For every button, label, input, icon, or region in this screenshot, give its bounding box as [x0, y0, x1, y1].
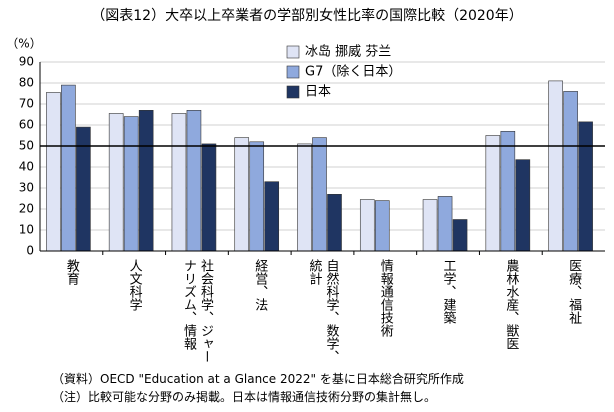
y-unit: （%） [6, 37, 41, 51]
y-tick-label: 50 [19, 139, 34, 153]
bar [234, 137, 250, 252]
bar [485, 135, 501, 252]
bar [359, 199, 375, 252]
bar [578, 121, 593, 252]
bar [297, 143, 312, 252]
x-tick-label: 自然科学、数学、統計 [306, 259, 339, 363]
bar [452, 219, 468, 252]
y-tick-label: 40 [19, 160, 34, 174]
x-tick-label: 情報通信技術 [377, 259, 393, 337]
note: （注）比較可能な分野のみ掲載。日本は情報通信技術分野の集計無し。 [52, 390, 437, 404]
bar [374, 200, 390, 252]
y-tick-label: 0 [26, 244, 34, 258]
bar [46, 92, 61, 252]
bar [186, 110, 202, 252]
bar [422, 199, 438, 252]
y-tick-label: 60 [19, 118, 34, 132]
bar [548, 80, 563, 252]
legend-swatch [286, 85, 300, 99]
legend-swatch [286, 45, 300, 59]
y-tick-label: 80 [19, 76, 34, 90]
note: （資料）OECD "Education at a Glance 2022" を基… [52, 372, 464, 386]
bar [264, 181, 280, 252]
x-tick-label: 医療、福祉 [566, 259, 582, 324]
bar [327, 194, 342, 252]
bar [201, 143, 217, 252]
bar [108, 113, 124, 252]
bar [61, 84, 76, 252]
x-tick-label: 工学、建築 [440, 259, 456, 324]
legend-label: G7（除く日本） [305, 65, 401, 80]
bar [249, 141, 265, 252]
x-tick-label: 教育 [63, 259, 79, 285]
chart-title: （図表12）大卒以上卒業者の学部別女性比率の国際比較（2020年） [91, 7, 522, 24]
bar [563, 91, 578, 252]
legend-label: 日本 [305, 85, 331, 100]
x-tick-label: 社会科学、ジャーナリズム、情報 [180, 259, 213, 363]
y-tick-label: 70 [19, 97, 34, 111]
bar [138, 110, 154, 252]
y-tick-label: 90 [19, 55, 34, 69]
x-tick-label: 農林水産、獣医 [503, 259, 519, 350]
bar [515, 159, 531, 252]
legend-label: 冰岛 挪威 芬兰 [305, 44, 391, 60]
bar [171, 113, 187, 252]
y-tick-label: 10 [19, 223, 34, 237]
x-tick-label: 人文科学 [126, 259, 142, 311]
bar [123, 116, 139, 252]
y-tick-label: 20 [19, 202, 34, 216]
bar [437, 196, 453, 252]
legend-swatch [286, 65, 300, 79]
bar [500, 131, 516, 252]
y-tick-label: 30 [19, 181, 34, 195]
bar [312, 137, 327, 252]
x-tick-label: 経営、法 [252, 259, 268, 311]
